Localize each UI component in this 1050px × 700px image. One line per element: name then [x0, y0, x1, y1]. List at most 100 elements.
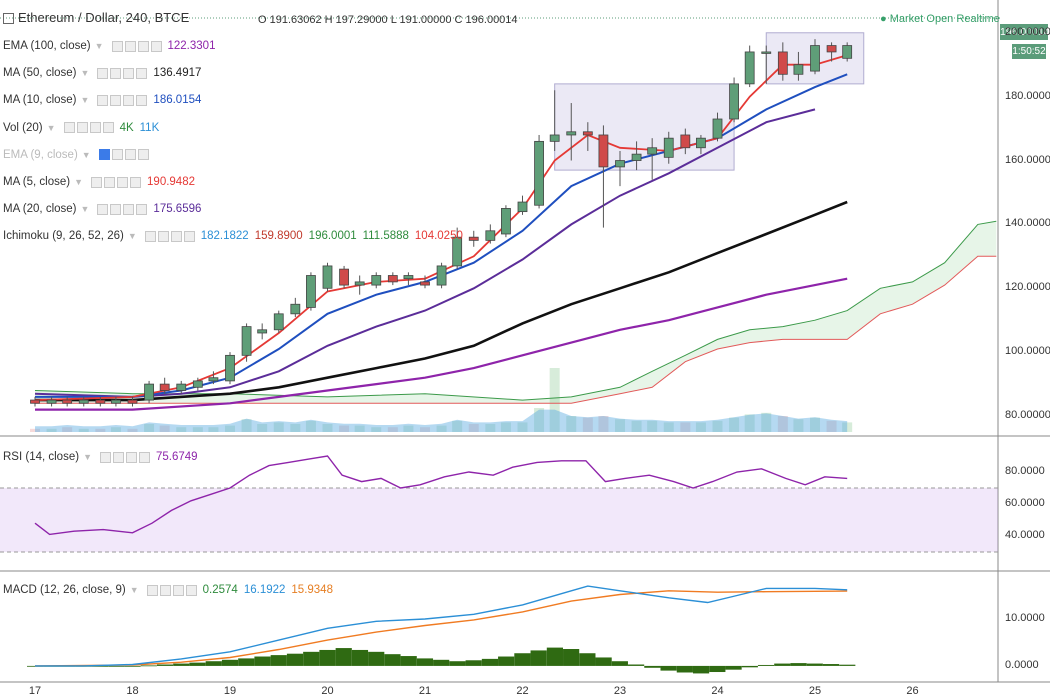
indicator-value: 175.6596 [153, 203, 202, 216]
add-icon[interactable] [124, 149, 136, 161]
candle-body [127, 399, 138, 404]
close-icon[interactable] [138, 451, 150, 463]
close-icon[interactable] [136, 94, 148, 106]
symbol-title[interactable]: Ethereum / Dollar, 240, BTCE [3, 10, 189, 25]
indicator-label: MA (50, close) [3, 67, 77, 80]
indicator-buttons[interactable] [98, 149, 149, 161]
indicator-dropdown-icon[interactable]: ▼ [74, 177, 84, 187]
eye-icon[interactable] [144, 230, 156, 242]
settings-icon[interactable] [112, 451, 124, 463]
add-icon[interactable] [170, 230, 182, 242]
macd-histogram-bar [433, 659, 450, 666]
indicator-buttons[interactable] [91, 176, 142, 188]
settings-icon[interactable] [104, 176, 116, 188]
close-icon[interactable] [130, 176, 142, 188]
macd-histogram-bar [254, 656, 271, 666]
close-icon[interactable] [185, 584, 197, 596]
macd-histogram-bar [465, 660, 482, 666]
rsi-dropdown-icon[interactable]: ▼ [83, 452, 92, 462]
macd-histogram-bar [140, 665, 157, 667]
indicator-dropdown-icon[interactable]: ▼ [80, 204, 90, 215]
candle-body [403, 275, 414, 280]
macd-histogram-bar [611, 661, 628, 666]
eye-icon[interactable] [91, 176, 103, 188]
eye-icon[interactable] [63, 122, 75, 134]
indicator-buttons[interactable] [111, 40, 162, 52]
indicator-dropdown-icon[interactable]: ▼ [46, 122, 56, 133]
add-icon[interactable] [123, 203, 135, 215]
indicator-row[interactable]: MA (50, close) ▼ 136.4917 [3, 67, 207, 79]
settings-icon[interactable] [110, 67, 122, 79]
indicator-row[interactable]: MA (10, close) ▼ 186.0154 [3, 94, 207, 106]
close-icon[interactable] [137, 149, 149, 161]
volume-bar [241, 419, 252, 432]
macd-histogram-bar [660, 665, 677, 671]
macd-axis-label: 0.0000 [1005, 658, 1039, 671]
ohlc-values: O 191.63062 H 197.29000 L 191.00000 C 19… [258, 14, 518, 26]
indicator-label: EMA (9, close) [3, 148, 78, 161]
settings-icon[interactable] [159, 584, 171, 596]
indicator-row[interactable]: EMA (9, close) ▼ [3, 149, 155, 161]
indicator-row[interactable]: MA (5, close) ▼ 190.9482 [3, 176, 201, 188]
eye-icon[interactable] [111, 40, 123, 52]
add-icon[interactable] [137, 40, 149, 52]
indicator-buttons[interactable] [63, 122, 114, 134]
add-icon[interactable] [89, 122, 101, 134]
add-icon[interactable] [117, 176, 129, 188]
close-icon[interactable] [150, 40, 162, 52]
indicator-dropdown-icon[interactable]: ▼ [80, 68, 90, 79]
macd-histogram-bar [319, 649, 336, 666]
settings-icon[interactable] [110, 94, 122, 106]
macd-histogram-bar [238, 658, 255, 666]
candle-body [566, 131, 577, 136]
eye-icon[interactable] [97, 203, 109, 215]
close-icon[interactable] [136, 203, 148, 215]
macd-histogram-bar [595, 657, 612, 666]
close-icon[interactable] [102, 122, 114, 134]
candle-body [436, 265, 447, 286]
rsi-legend-buttons[interactable] [99, 451, 150, 463]
indicator-buttons[interactable] [97, 67, 148, 79]
indicator-buttons[interactable] [97, 94, 148, 106]
close-icon[interactable] [183, 230, 195, 242]
add-icon[interactable] [125, 451, 137, 463]
volume-bar [30, 428, 40, 432]
indicator-buttons[interactable] [97, 203, 148, 215]
settings-icon[interactable] [124, 40, 136, 52]
macd-dropdown-icon[interactable]: ▼ [129, 585, 139, 595]
indicator-dropdown-icon[interactable]: ▼ [127, 231, 137, 242]
eye-icon[interactable] [99, 451, 111, 463]
eye-icon[interactable] [98, 149, 110, 161]
settings-icon[interactable] [76, 122, 88, 134]
close-icon[interactable] [136, 67, 148, 79]
collapse-icon[interactable] [3, 13, 14, 25]
eye-icon[interactable] [97, 67, 109, 79]
macd-legend-buttons[interactable] [146, 584, 197, 596]
indicator-row[interactable]: EMA (100, close) ▼ 122.3301 [3, 40, 221, 52]
indicator-value: 182.1822 [200, 230, 249, 243]
add-icon[interactable] [172, 584, 184, 596]
indicator-dropdown-icon[interactable]: ▼ [81, 149, 91, 160]
add-icon[interactable] [123, 67, 135, 79]
add-icon[interactable] [123, 94, 135, 106]
settings-icon[interactable] [157, 230, 169, 242]
candle-body [46, 399, 57, 404]
indicator-dropdown-icon[interactable]: ▼ [80, 95, 90, 106]
volume-bar [436, 425, 447, 432]
volume-bar [631, 420, 642, 432]
candle-body [144, 383, 154, 401]
rsi-legend[interactable]: RSI (14, close) ▼ 75.6749 [3, 451, 204, 463]
candle-body [420, 281, 430, 286]
eye-icon[interactable] [97, 94, 109, 106]
indicator-row[interactable]: Ichimoku (9, 26, 52, 26) ▼ 182.1822 159.890… [3, 230, 469, 242]
indicator-row[interactable]: Vol (20) ▼ 4K 11K [3, 122, 165, 134]
macd-legend[interactable]: MACD (12, 26, close, 9) ▼ 0.2574 16.1922… [3, 584, 339, 596]
settings-icon[interactable] [110, 203, 122, 215]
indicator-buttons[interactable] [144, 230, 195, 242]
indicator-row[interactable]: MA (20, close) ▼ 175.6596 [3, 203, 207, 215]
indicator-dropdown-icon[interactable]: ▼ [94, 41, 104, 51]
eye-icon[interactable] [146, 584, 158, 596]
settings-icon[interactable] [111, 149, 123, 161]
volume-bar [110, 427, 121, 432]
